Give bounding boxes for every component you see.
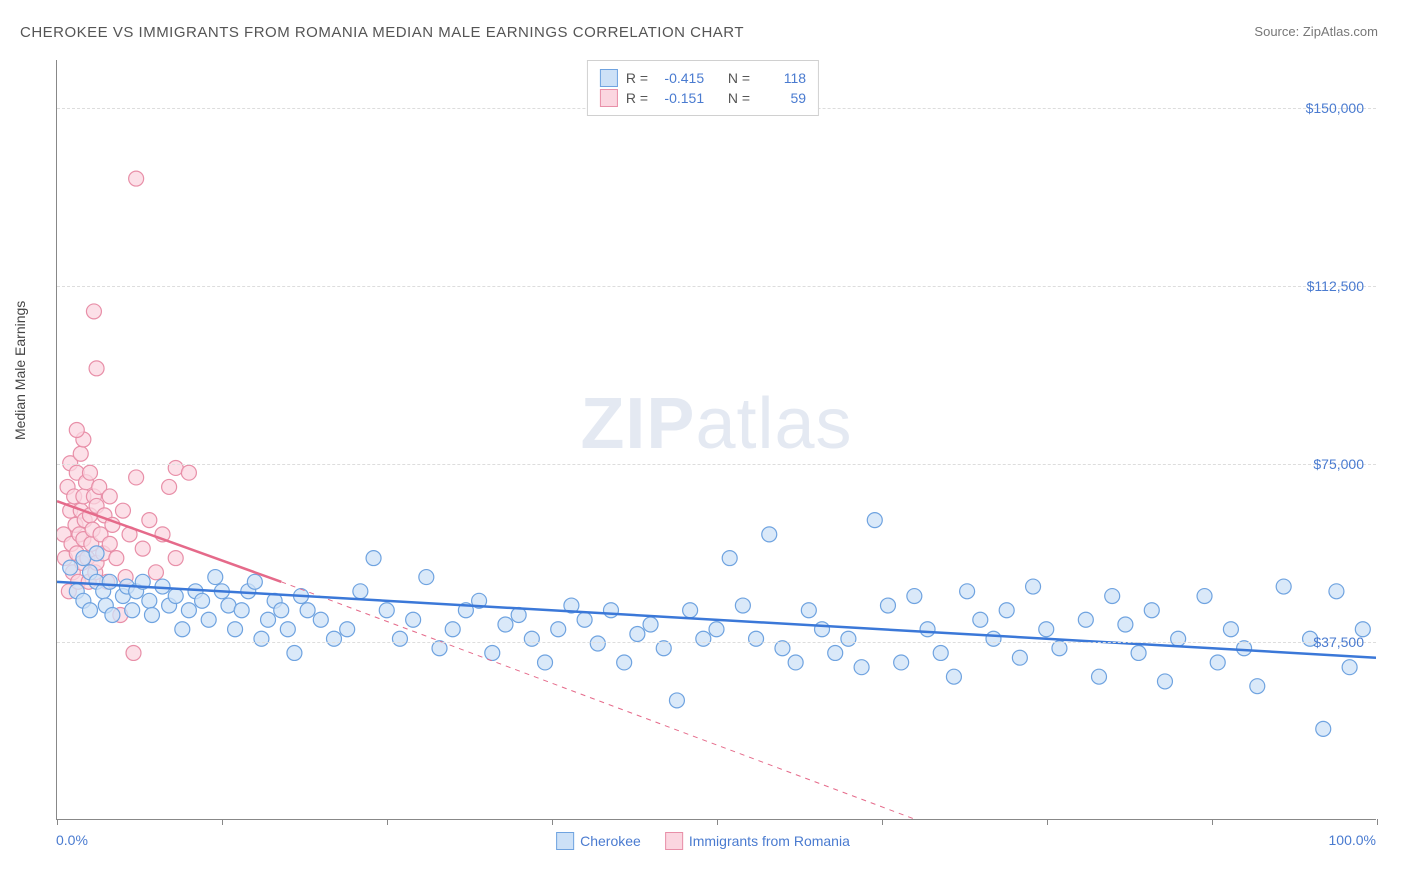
swatch-romania <box>665 832 683 850</box>
plot-area: ZIPatlas $37,500 $75,000 $112,500 $150,000 <box>56 60 1376 820</box>
series-legend-romania: Immigrants from Romania <box>665 832 850 850</box>
legend-r-label: R = <box>626 70 648 86</box>
swatch-cherokee <box>600 69 618 87</box>
watermark-atlas: atlas <box>695 384 852 464</box>
legend-n-value-cherokee: 118 <box>758 70 806 86</box>
series-label-romania: Immigrants from Romania <box>689 833 850 849</box>
xtick <box>717 819 718 825</box>
xaxis-min-label: 0.0% <box>56 832 88 848</box>
gridline <box>57 642 1376 643</box>
xtick <box>1377 819 1378 825</box>
watermark: ZIPatlas <box>580 383 852 465</box>
legend-n-value-romania: 59 <box>758 90 806 106</box>
legend-n-label: N = <box>728 90 750 106</box>
swatch-cherokee <box>556 832 574 850</box>
xtick <box>57 819 58 825</box>
chart-canvas <box>57 60 1376 819</box>
ytick-label: $37,500 <box>1313 634 1364 650</box>
gridline <box>57 464 1376 465</box>
legend-n-label: N = <box>728 70 750 86</box>
xtick <box>222 819 223 825</box>
legend-row-romania: R = -0.151 N = 59 <box>600 89 806 107</box>
legend-r-value-cherokee: -0.415 <box>656 70 704 86</box>
xtick <box>882 819 883 825</box>
ytick-label: $112,500 <box>1307 278 1364 294</box>
source-attribution: Source: ZipAtlas.com <box>1254 24 1378 39</box>
ytick-label: $75,000 <box>1313 456 1364 472</box>
series-legend-cherokee: Cherokee <box>556 832 641 850</box>
chart-title: CHEROKEE VS IMMIGRANTS FROM ROMANIA MEDI… <box>20 24 744 41</box>
correlation-legend: R = -0.415 N = 118 R = -0.151 N = 59 <box>587 60 819 116</box>
source-label: Source: <box>1254 24 1299 39</box>
legend-row-cherokee: R = -0.415 N = 118 <box>600 69 806 87</box>
xaxis-max-label: 100.0% <box>1329 832 1376 848</box>
watermark-zip: ZIP <box>580 384 695 464</box>
yaxis-title: Median Male Earnings <box>12 301 28 440</box>
xtick <box>1212 819 1213 825</box>
xtick <box>387 819 388 825</box>
legend-r-value-romania: -0.151 <box>656 90 704 106</box>
xtick <box>1047 819 1048 825</box>
xtick <box>552 819 553 825</box>
series-legend: Cherokee Immigrants from Romania <box>556 832 850 850</box>
source-link[interactable]: ZipAtlas.com <box>1303 24 1378 39</box>
series-label-cherokee: Cherokee <box>580 833 641 849</box>
legend-r-label: R = <box>626 90 648 106</box>
gridline <box>57 286 1376 287</box>
ytick-label: $150,000 <box>1306 100 1364 116</box>
swatch-romania <box>600 89 618 107</box>
